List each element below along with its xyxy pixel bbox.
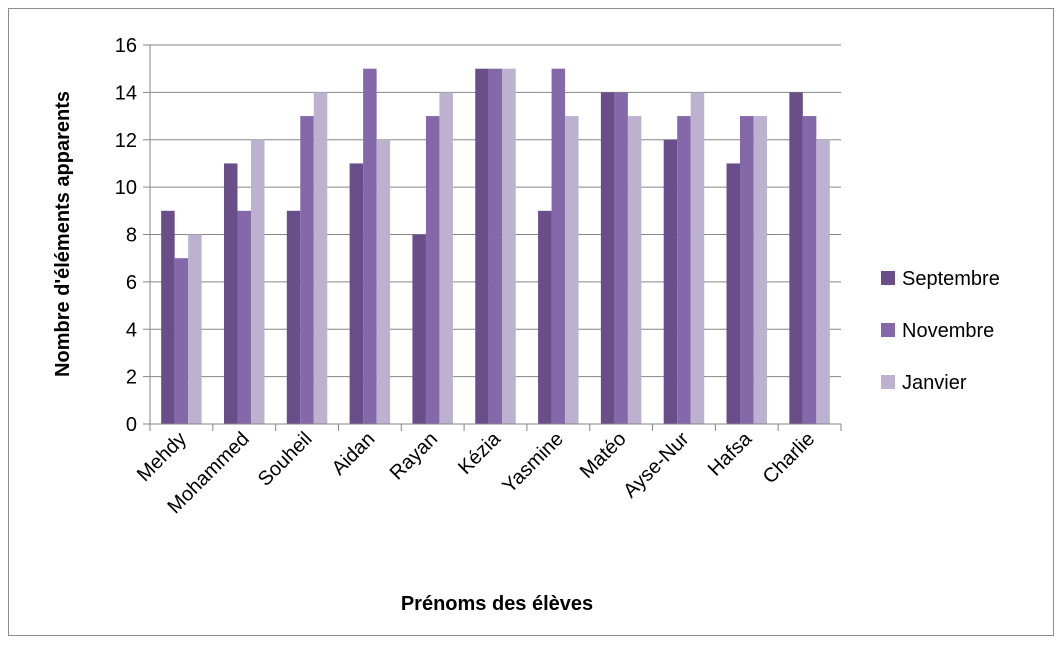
- bar: [538, 210, 552, 424]
- bar: [726, 163, 741, 424]
- x-tick-label: Yasmine: [498, 428, 568, 498]
- bar: [627, 116, 642, 424]
- bar: [475, 68, 489, 424]
- y-tick-label: 16: [115, 35, 137, 57]
- x-tick-label: Charlie: [759, 428, 819, 488]
- legend: Septembre Novembre Janvier: [881, 268, 1000, 394]
- bar: [565, 116, 579, 424]
- bar: [425, 116, 440, 424]
- legend-swatch: [881, 323, 895, 337]
- bar: [188, 234, 202, 424]
- x-tick-label: Hafsa: [704, 427, 757, 480]
- x-tick-label: Kézia: [454, 427, 506, 479]
- legend-label: Janvier: [902, 372, 967, 394]
- bar: [614, 92, 628, 424]
- bar: [376, 139, 391, 424]
- legend-swatch: [881, 375, 895, 389]
- y-tick-label: 14: [115, 82, 137, 104]
- x-tick-label: Matéo: [576, 428, 631, 483]
- bar: [349, 163, 364, 424]
- x-tick-label: Souheil: [254, 428, 317, 491]
- y-tick-label: 0: [126, 414, 137, 436]
- x-tick-label: Mehdy: [133, 428, 191, 486]
- chart-frame: 0 2 4 6 8 10 12 14 16 Mehdy Mohammed Souheil Aidan R…: [8, 8, 1054, 636]
- x-tick-label: Ayse-Nur: [619, 428, 693, 502]
- y-tick-label: 6: [126, 272, 137, 294]
- x-tick-label: Aidan: [328, 428, 380, 480]
- bar: [250, 139, 265, 424]
- bar: [663, 139, 678, 424]
- bar: [439, 92, 453, 424]
- y-tick-label: 8: [126, 225, 137, 247]
- bar: [363, 68, 377, 424]
- bar: [488, 68, 503, 424]
- legend-label: Novembre: [902, 320, 994, 342]
- bar: [161, 210, 175, 424]
- bar: [677, 116, 691, 424]
- y-axis-title: Nombre d'éléments apparents: [52, 91, 74, 377]
- bar: [740, 116, 754, 424]
- bar: [237, 210, 251, 424]
- bar: [816, 139, 830, 424]
- y-tick-label: 12: [115, 130, 137, 152]
- y-tick-label: 2: [126, 367, 137, 389]
- bar: [286, 210, 301, 424]
- bar: [600, 92, 615, 424]
- bar: [223, 163, 238, 424]
- bar: [174, 258, 189, 424]
- x-tick-label: Rayan: [386, 428, 442, 484]
- x-axis-title: Prénoms des élèves: [401, 593, 593, 615]
- y-tick-label: 10: [115, 177, 137, 199]
- legend-label: Septembre: [902, 268, 1000, 290]
- bar: [502, 68, 516, 424]
- bar: [753, 116, 768, 424]
- axes: [143, 44, 842, 431]
- bar: [789, 92, 803, 424]
- y-tick-labels: 0 2 4 6 8 10 12 14 16: [115, 35, 137, 436]
- bar: [300, 116, 314, 424]
- y-tick-label: 4: [126, 319, 137, 341]
- bar: [690, 92, 705, 424]
- bar: [412, 234, 426, 424]
- legend-swatch: [881, 271, 895, 285]
- bar: [313, 92, 328, 424]
- bar: [551, 68, 566, 424]
- bar: [802, 116, 817, 424]
- bars: [161, 68, 830, 424]
